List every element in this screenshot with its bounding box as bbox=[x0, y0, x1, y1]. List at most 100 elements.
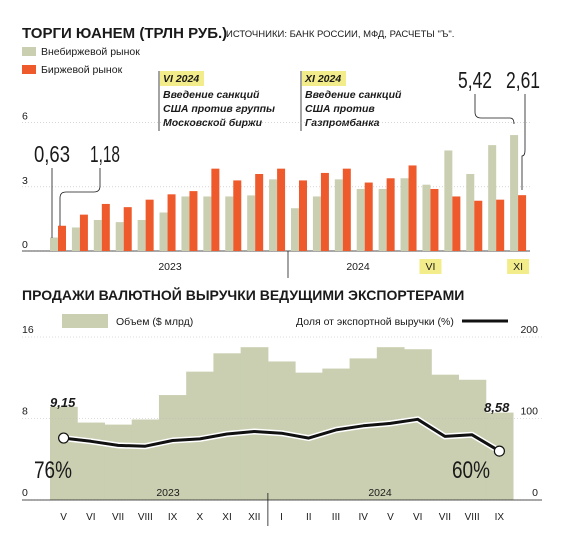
bar-otc bbox=[247, 195, 256, 251]
chart2-title: ПРОДАЖИ ВАЛЮТНОЙ ВЫРУЧКИ ВЕДУЩИМИ ЭКСПОР… bbox=[22, 286, 464, 303]
chart1-ytick-label: 0 bbox=[22, 239, 28, 251]
bar-exchange bbox=[408, 165, 417, 251]
callout-last-otc: 5,42 bbox=[458, 67, 492, 93]
share-point-first bbox=[58, 432, 70, 444]
bar-exchange bbox=[299, 180, 307, 251]
chart1-overlay: 2023 2024 VI XI 0,63 1,18 5,42 2,61 bbox=[34, 67, 540, 278]
chart2-month-label: VII bbox=[112, 512, 124, 523]
chart1-month-label: VI bbox=[425, 261, 435, 273]
chart2-month-label: V bbox=[387, 512, 394, 523]
chart1-year-label: 2023 bbox=[158, 261, 182, 273]
chart2-month-label: VI bbox=[413, 512, 422, 523]
chart2-month-label: IX bbox=[168, 512, 178, 523]
area-step-volume bbox=[158, 395, 187, 500]
bar-otc bbox=[291, 208, 299, 251]
callout-first-otc: 0,63 bbox=[34, 141, 70, 167]
leader-last-otc bbox=[474, 94, 515, 125]
chart1-bars bbox=[50, 135, 527, 251]
chart2-month-label: II bbox=[306, 512, 312, 523]
callout-first-share: 76% bbox=[34, 457, 72, 484]
leader-last-exchange bbox=[521, 94, 526, 190]
chart1-month-badge bbox=[507, 259, 530, 274]
bar-exchange bbox=[277, 168, 286, 251]
bar-exchange bbox=[123, 207, 132, 251]
annotation-vi-month: VI 2024 bbox=[163, 73, 199, 85]
legend-label-exchange: Биржевой рынок bbox=[41, 64, 123, 76]
leader-first-exchange bbox=[59, 168, 101, 226]
chart2-month-label: IX bbox=[495, 512, 505, 523]
callout-last-exchange: 2,61 bbox=[506, 67, 540, 93]
chart2-month-label: III bbox=[332, 512, 340, 523]
chart2-month-label: VII bbox=[439, 512, 451, 523]
bar-exchange bbox=[79, 214, 88, 251]
legend-label-share: Доля от экспортной выручки (%) bbox=[296, 316, 454, 328]
bar-otc bbox=[225, 196, 234, 251]
bar-otc bbox=[334, 179, 343, 251]
bar-exchange bbox=[342, 168, 351, 251]
bar-exchange bbox=[189, 191, 198, 251]
bar-otc bbox=[378, 188, 387, 251]
area-step-volume bbox=[240, 347, 269, 500]
chart2-month-label: V bbox=[60, 512, 67, 523]
chart2-month-label: VIII bbox=[138, 512, 153, 523]
annotation-vi-line-1: Введение санкций bbox=[163, 89, 260, 101]
legend-swatch-exchange bbox=[22, 65, 36, 74]
chart2-ytick-left: 8 bbox=[22, 406, 28, 418]
bar-exchange bbox=[320, 172, 329, 251]
bar-otc bbox=[269, 179, 278, 251]
chart2-month-label: XII bbox=[248, 512, 260, 523]
annotation-xi-line-2: США против bbox=[305, 103, 375, 115]
chart1-ytick-label: 6 bbox=[22, 111, 28, 123]
chart2-month-label: I bbox=[280, 512, 283, 523]
area-step-volume bbox=[213, 353, 242, 500]
legend-swatch-otc bbox=[22, 47, 36, 56]
callout-last-volume: 8,58 bbox=[484, 400, 510, 415]
bar-otc bbox=[203, 196, 212, 251]
legend-label-volume: Объем ($ млрд) bbox=[116, 316, 193, 328]
bar-exchange bbox=[386, 178, 395, 251]
chart2-month-label: VI bbox=[86, 512, 95, 523]
bar-otc bbox=[444, 150, 453, 251]
chart1-ytick-label: 3 bbox=[22, 175, 28, 187]
bar-otc bbox=[356, 188, 365, 251]
bar-otc bbox=[510, 135, 519, 251]
annotation-xi-month: XI 2024 bbox=[304, 73, 341, 85]
chart2-year-label: 2023 bbox=[156, 487, 180, 499]
bar-exchange bbox=[364, 182, 373, 251]
legend-swatch-volume bbox=[62, 314, 108, 328]
bar-exchange bbox=[255, 174, 264, 251]
area-step-volume bbox=[77, 422, 105, 500]
area-step-volume bbox=[50, 406, 78, 500]
area-step-volume bbox=[104, 424, 133, 500]
bar-exchange bbox=[233, 180, 242, 251]
chart2-ytick-left: 16 bbox=[22, 324, 34, 336]
bar-otc bbox=[93, 219, 102, 251]
chart2-ytick-right: 200 bbox=[520, 324, 538, 336]
bar-exchange bbox=[452, 196, 461, 251]
bar-otc bbox=[50, 237, 58, 251]
bar-otc bbox=[115, 222, 124, 251]
chart2-ytick-left: 0 bbox=[22, 487, 28, 499]
bar-otc bbox=[312, 196, 321, 251]
bar-exchange bbox=[58, 225, 66, 251]
chart2-ytick-right: 100 bbox=[520, 406, 538, 418]
bar-otc bbox=[488, 145, 497, 251]
bar-otc bbox=[71, 227, 80, 251]
callout-last-share: 60% bbox=[452, 457, 490, 484]
annotation-vi-month-badge bbox=[160, 71, 204, 86]
share-point-last bbox=[493, 445, 505, 457]
chart2-month-label: XI bbox=[222, 512, 231, 523]
bar-otc bbox=[422, 184, 431, 251]
chart1-title: ТОРГИ ЮАНЕМ (ТРЛН РУБ.) bbox=[22, 25, 227, 42]
chart2-area bbox=[50, 347, 514, 500]
chart1-year-label: 2024 bbox=[346, 261, 370, 273]
chart2-month-label: IV bbox=[358, 512, 368, 523]
chart1-source: ИСТОЧНИКИ: БАНК РОССИИ, МФД, РАСЧЕТЫ "Ъ"… bbox=[226, 29, 454, 40]
chart2-month-label: VIII bbox=[465, 512, 480, 523]
bar-exchange bbox=[167, 194, 176, 251]
bar-otc bbox=[181, 196, 190, 251]
bar-otc bbox=[137, 219, 146, 251]
chart1-month-label: XI bbox=[513, 261, 523, 273]
bar-exchange bbox=[474, 200, 483, 251]
